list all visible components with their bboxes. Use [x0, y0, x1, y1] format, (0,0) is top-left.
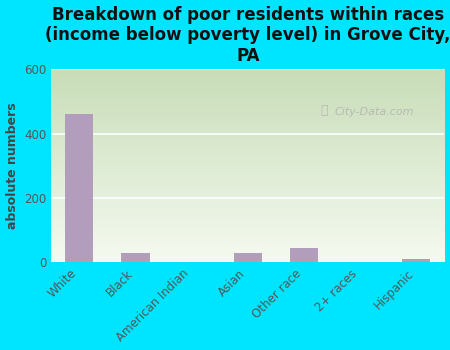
- Text: City-Data.com: City-Data.com: [334, 107, 414, 117]
- Bar: [65, 114, 93, 262]
- Text: Ⓜ: Ⓜ: [320, 104, 328, 117]
- Bar: [402, 259, 430, 262]
- Bar: [290, 248, 318, 262]
- Bar: [122, 252, 149, 262]
- Title: Breakdown of poor residents within races
(income below poverty level) in Grove C: Breakdown of poor residents within races…: [45, 6, 450, 65]
- Bar: [234, 253, 262, 262]
- Y-axis label: absolute numbers: absolute numbers: [5, 103, 18, 229]
